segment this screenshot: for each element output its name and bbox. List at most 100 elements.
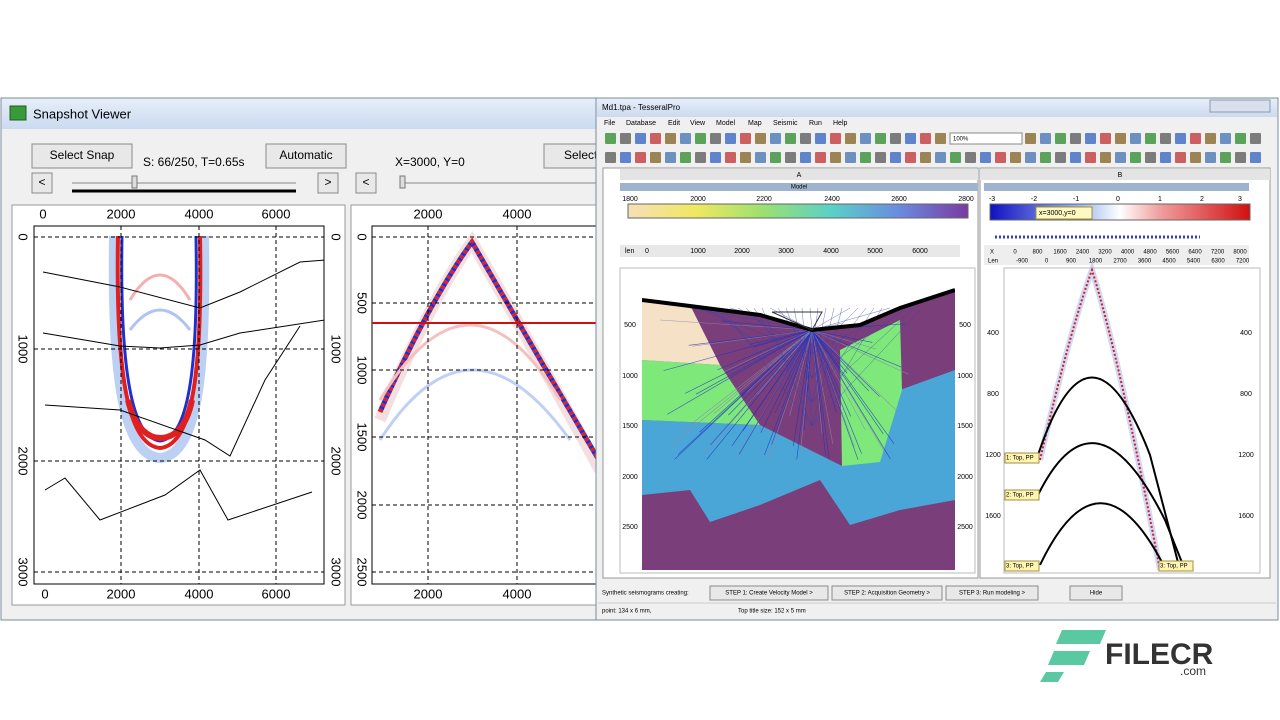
tool-button[interactable] xyxy=(1010,152,1021,163)
tool-button[interactable] xyxy=(710,133,721,144)
tool-button[interactable] xyxy=(815,152,826,163)
tool-button[interactable] xyxy=(605,152,616,163)
slider-thumb[interactable] xyxy=(131,175,138,189)
tool-button[interactable] xyxy=(1070,152,1081,163)
tool-button[interactable] xyxy=(935,133,946,144)
tool-button[interactable] xyxy=(1190,152,1201,163)
tool-button[interactable] xyxy=(755,133,766,144)
tool-button[interactable] xyxy=(830,133,841,144)
tool-button[interactable] xyxy=(1100,133,1111,144)
tool-button[interactable] xyxy=(665,152,676,163)
tool-button[interactable] xyxy=(1085,133,1096,144)
tool-button[interactable] xyxy=(1040,152,1051,163)
menu-item[interactable]: Database xyxy=(626,120,656,127)
tool-button[interactable] xyxy=(800,133,811,144)
menu-item[interactable]: File xyxy=(604,120,615,127)
tool-button[interactable] xyxy=(770,133,781,144)
tool-button[interactable] xyxy=(1115,152,1126,163)
tool-button[interactable] xyxy=(650,152,661,163)
tool-button[interactable] xyxy=(725,133,736,144)
tool-button[interactable] xyxy=(1160,133,1171,144)
tool-button[interactable] xyxy=(785,133,796,144)
tool-button[interactable] xyxy=(890,152,901,163)
tool-button[interactable] xyxy=(710,152,721,163)
menu-item[interactable]: Map xyxy=(748,120,762,127)
tool-button[interactable] xyxy=(1190,133,1201,144)
tool-button[interactable] xyxy=(845,133,856,144)
tool-button[interactable] xyxy=(665,133,676,144)
tool-button[interactable] xyxy=(740,152,751,163)
tool-button[interactable] xyxy=(635,152,646,163)
tool-button[interactable] xyxy=(1070,133,1081,144)
tool-button[interactable] xyxy=(920,152,931,163)
tool-button[interactable] xyxy=(1085,152,1096,163)
tool-button[interactable] xyxy=(1130,133,1141,144)
tool-button[interactable] xyxy=(1205,152,1216,163)
tool-button[interactable] xyxy=(1145,152,1156,163)
tool-button[interactable] xyxy=(980,152,991,163)
tool-button[interactable] xyxy=(890,133,901,144)
tool-button[interactable] xyxy=(755,152,766,163)
tool-button[interactable] xyxy=(620,152,631,163)
tool-button[interactable] xyxy=(1130,152,1141,163)
menu-item[interactable]: Model xyxy=(716,120,736,127)
automatic-button[interactable] xyxy=(265,143,347,169)
tool-button[interactable] xyxy=(875,133,886,144)
tool-button[interactable] xyxy=(1025,133,1036,144)
tool-button[interactable] xyxy=(1220,133,1231,144)
tool-button[interactable] xyxy=(860,152,871,163)
tool-button[interactable] xyxy=(815,133,826,144)
tool-button[interactable] xyxy=(950,152,961,163)
tool-button[interactable] xyxy=(965,152,976,163)
tool-button[interactable] xyxy=(695,152,706,163)
tool-button[interactable] xyxy=(995,152,1006,163)
tool-button[interactable] xyxy=(605,133,616,144)
tool-button[interactable] xyxy=(1160,152,1171,163)
tool-button[interactable] xyxy=(635,133,646,144)
menu-item[interactable]: View xyxy=(690,120,706,127)
tool-button[interactable] xyxy=(1250,152,1261,163)
tool-button[interactable] xyxy=(680,133,691,144)
zoom-box[interactable] xyxy=(949,132,1023,145)
select-snap-button[interactable] xyxy=(31,143,133,169)
window-controls[interactable] xyxy=(1209,99,1271,113)
tool-button[interactable] xyxy=(1235,133,1246,144)
tool-button[interactable] xyxy=(1220,152,1231,163)
tool-button[interactable] xyxy=(725,152,736,163)
prev-button[interactable] xyxy=(355,172,377,194)
tool-button[interactable] xyxy=(830,152,841,163)
step3-button[interactable] xyxy=(945,585,1039,601)
tool-button[interactable] xyxy=(860,133,871,144)
tool-button[interactable] xyxy=(1205,133,1216,144)
tool-button[interactable] xyxy=(695,133,706,144)
tool-button[interactable] xyxy=(1115,133,1126,144)
tool-button[interactable] xyxy=(1055,133,1066,144)
tool-button[interactable] xyxy=(800,152,811,163)
tool-button[interactable] xyxy=(740,133,751,144)
tool-button[interactable] xyxy=(1145,133,1156,144)
tool-button[interactable] xyxy=(1100,152,1111,163)
tool-button[interactable] xyxy=(1175,133,1186,144)
tool-button[interactable] xyxy=(1025,152,1036,163)
tool-button[interactable] xyxy=(1235,152,1246,163)
tool-button[interactable] xyxy=(650,133,661,144)
tool-button[interactable] xyxy=(770,152,781,163)
menu-item[interactable]: Help xyxy=(833,120,848,127)
hide-button[interactable] xyxy=(1069,585,1123,601)
menu-item[interactable]: Seismic xyxy=(773,120,798,127)
tool-button[interactable] xyxy=(1040,133,1051,144)
tool-button[interactable] xyxy=(875,152,886,163)
tool-button[interactable] xyxy=(845,152,856,163)
tool-button[interactable] xyxy=(905,152,916,163)
tool-button[interactable] xyxy=(1175,152,1186,163)
tool-button[interactable] xyxy=(680,152,691,163)
menu-item[interactable]: Edit xyxy=(668,120,680,127)
slider-thumb[interactable] xyxy=(399,175,406,189)
tool-button[interactable] xyxy=(905,133,916,144)
menu-item[interactable]: Run xyxy=(809,120,822,127)
tool-button[interactable] xyxy=(785,152,796,163)
tool-button[interactable] xyxy=(1250,133,1261,144)
next-button[interactable] xyxy=(317,172,339,194)
tool-button[interactable] xyxy=(935,152,946,163)
tool-button[interactable] xyxy=(920,133,931,144)
